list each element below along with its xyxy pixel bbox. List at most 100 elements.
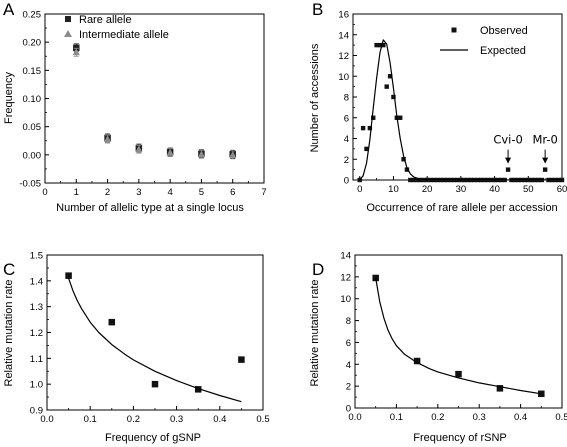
x-axis-label: Number of allelic type at a single locus (56, 202, 244, 214)
data-point-square (411, 177, 416, 183)
y-tick-label: 6 (344, 113, 349, 124)
data-point-triangle (135, 145, 143, 153)
x-tick-label: 5 (199, 187, 204, 198)
x-tick-label: 7 (261, 187, 266, 198)
y-tick-label: -0.05 (19, 179, 41, 190)
legend-entry: Intermediate allele (79, 29, 169, 41)
y-tick-label: 0.25 (23, 10, 42, 21)
x-tick-label: 0.4 (514, 412, 527, 423)
y-tick-label: 2 (346, 382, 351, 393)
data-point-square (496, 385, 504, 392)
x-tick-label: 4 (167, 187, 172, 198)
y-axis-label: Frequency (3, 72, 15, 124)
x-tick-label: 3 (136, 187, 141, 198)
y-tick-label: 1.4 (30, 276, 43, 287)
y-tick-label: 0.00 (23, 150, 42, 161)
data-point-square (404, 167, 410, 172)
x-axis-label: Occurrence of rare allele per accession (366, 202, 557, 214)
legend-square-key (65, 16, 71, 22)
x-tick-label: 0.3 (473, 412, 486, 423)
data-point-square (374, 42, 379, 48)
y-tick-label: 8 (344, 93, 349, 104)
x-tick-label: 0.1 (390, 412, 403, 423)
data-point-square (357, 177, 362, 183)
data-point-triangle (72, 48, 80, 56)
data-point-square (387, 74, 393, 79)
y-tick-label: 8 (346, 316, 351, 327)
x-tick-label: 2 (105, 187, 110, 198)
y-tick-label: 1.0 (30, 380, 43, 391)
y-tick-label: 12 (338, 51, 349, 62)
x-tick-label: 20 (422, 184, 433, 195)
x-tick-label: 0 (42, 187, 47, 198)
x-tick-label: 1 (74, 187, 79, 198)
y-tick-label: 0.9 (30, 406, 43, 417)
y-tick-label: 0 (344, 176, 349, 187)
legend-entry: Expected (480, 45, 526, 57)
y-tick-label: 0 (346, 404, 351, 415)
data-point-square (151, 380, 159, 388)
x-tick-label: 0.5 (555, 412, 567, 423)
data-point-square (542, 167, 548, 172)
y-tick-label: 2 (344, 155, 349, 166)
data-point-triangle (197, 150, 205, 158)
fit-line (359, 39, 562, 180)
data-point-triangle (104, 135, 112, 143)
panel-letter: A (3, 0, 15, 19)
x-tick-label: 0 (357, 184, 362, 195)
y-tick-label: 14 (338, 30, 349, 41)
annotation-arrowhead (542, 157, 549, 164)
data-point-square (360, 125, 366, 131)
panel-c: 0.0 0.1 0.2 0.3 0.4 0.5 0.9 1.0 1.1 1.2 1.3 1.4 1.5 F… (3, 251, 270, 445)
y-tick-label: 1.5 (30, 251, 43, 262)
x-tick-label: 30 (456, 184, 467, 195)
data-point-square (414, 177, 420, 183)
data-point-square (364, 146, 369, 152)
data-point-square (367, 125, 373, 131)
data-point-square (377, 42, 383, 48)
y-axis-label: Relative mutation rate (3, 280, 15, 387)
y-tick-label: 16 (338, 10, 349, 21)
y-tick-label: 14 (340, 251, 351, 262)
legend-triangle-key (64, 30, 72, 37)
x-tick-label: 40 (489, 184, 500, 195)
data-point-square (397, 115, 403, 120)
data-point-square (384, 84, 389, 89)
annotation-label: Cvi-0 (493, 133, 523, 147)
x-tick-label: 0.0 (40, 414, 53, 425)
data-point-triangle (166, 148, 174, 156)
fit-line (68, 278, 242, 403)
data-point-square (372, 274, 379, 282)
y-tick-label: 10 (340, 294, 351, 305)
data-point-triangle (229, 150, 237, 158)
panel-a: 0 1 2 3 4 5 6 7 -0.05 0.00 0.05 0.10 0.15 0.20 0.25 Num… (3, 0, 267, 214)
y-tick-label: 1.1 (30, 354, 43, 365)
x-tick-label: 0.0 (348, 412, 361, 423)
y-tick-label: 0.20 (23, 38, 42, 49)
y-axis-label: Relative mutation rate (309, 280, 321, 387)
annotation-label: Mr-0 (532, 133, 557, 147)
data-point-square (401, 157, 406, 162)
data-point-square (505, 167, 511, 172)
x-tick-label: 10 (388, 184, 399, 195)
y-axis-label: Number of accessions (309, 43, 321, 152)
x-axis-label: Frequency of gSNP (105, 432, 201, 444)
y-tick-label: 12 (340, 272, 351, 283)
data-point-square (413, 357, 421, 365)
x-tick-label: 0.3 (170, 414, 183, 425)
x-tick-label: 0.2 (127, 414, 140, 425)
data-point-square (73, 44, 80, 52)
plot-frame (354, 254, 563, 409)
data-point-square (391, 94, 396, 100)
x-tick-label: 60 (557, 184, 567, 195)
legend-entry: Rare allele (79, 14, 132, 26)
y-tick-label: 0.05 (23, 122, 42, 133)
panel-letter: B (312, 0, 323, 19)
data-point-square (108, 318, 116, 326)
panel-letter: C (3, 260, 15, 279)
annotation-arrowhead (505, 157, 512, 164)
y-tick-label: 1.3 (30, 302, 43, 313)
data-point-square (455, 370, 462, 378)
y-tick-label: 4 (346, 360, 351, 371)
